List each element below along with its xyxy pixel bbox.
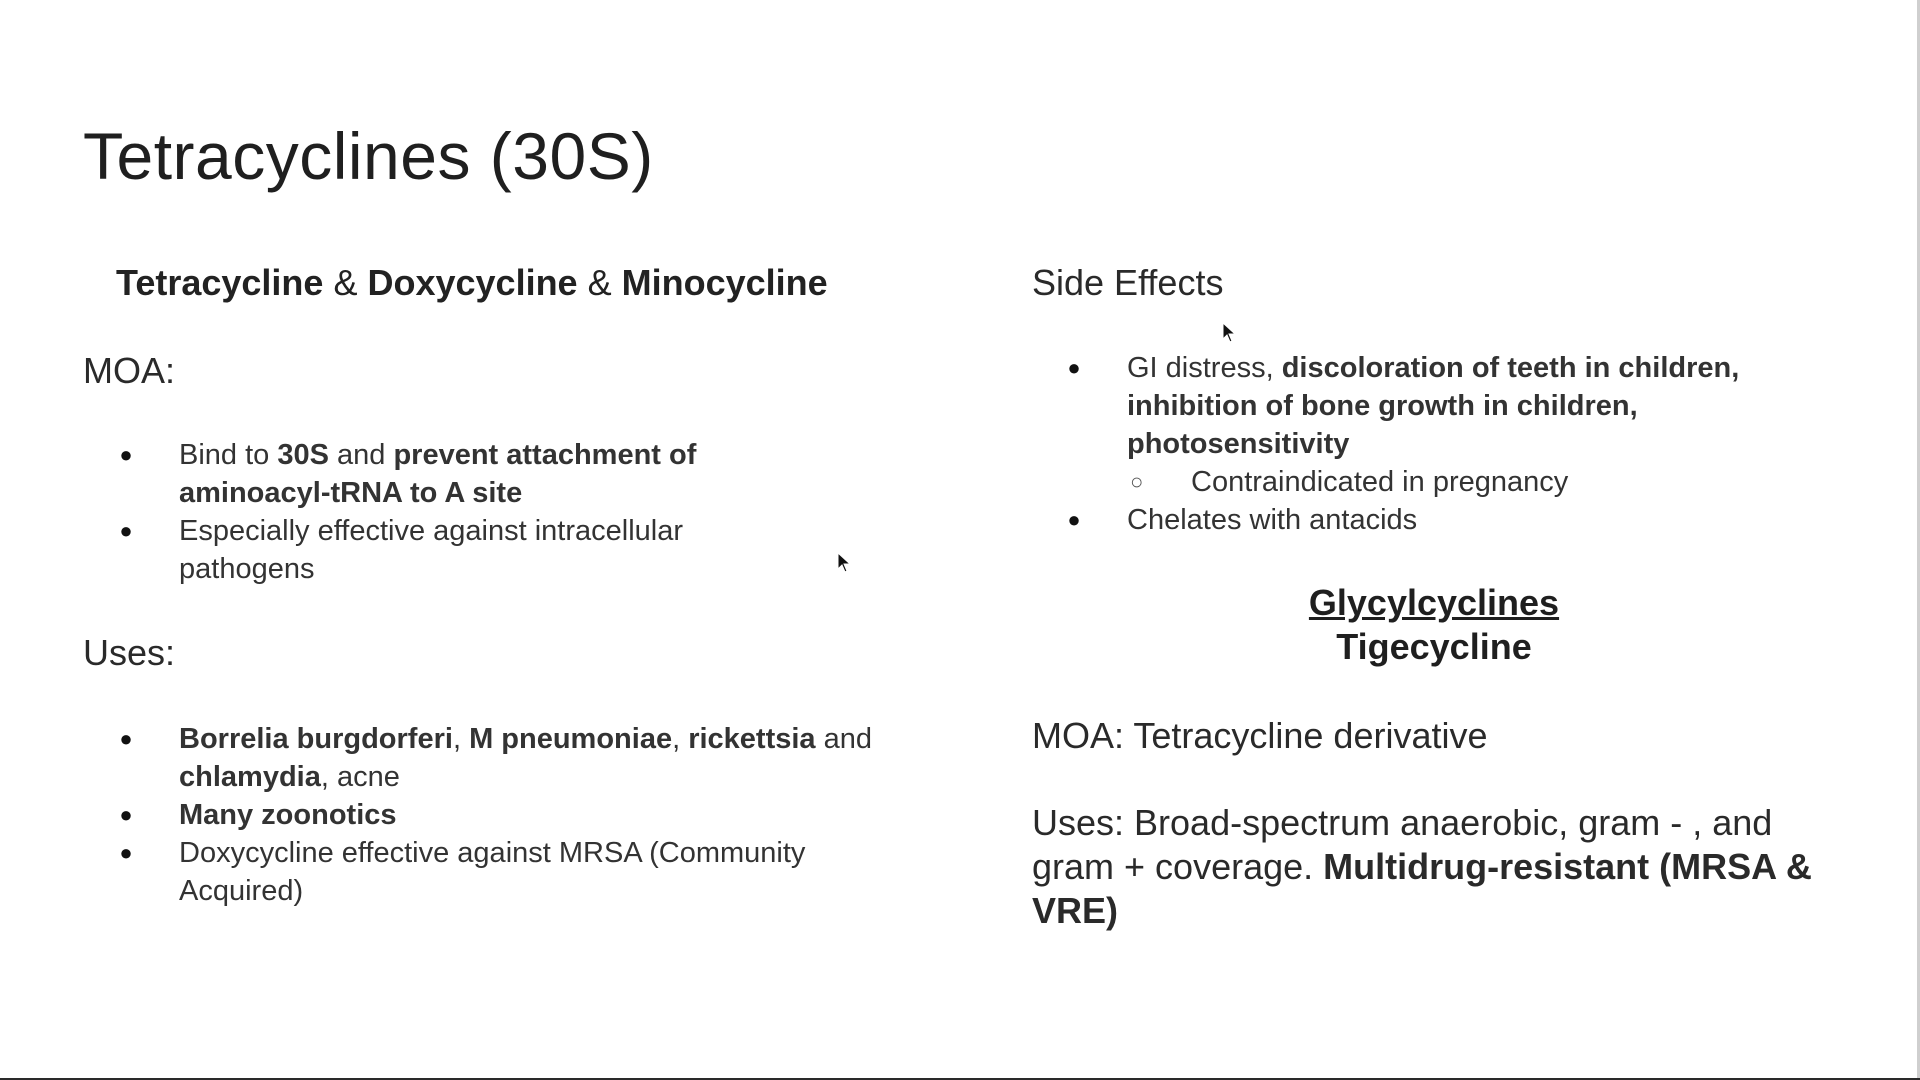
list-item: ● GI distress, discoloration of teeth in…: [1064, 349, 1824, 501]
drug-doxycycline: Doxycycline: [367, 262, 578, 303]
moa-label: MOA:: [83, 350, 176, 391]
glycylcyclines-heading: Glycylcyclines Tigecycline: [1030, 582, 1838, 668]
drug-separator: &: [323, 262, 368, 303]
bullet-icon: ●: [119, 840, 133, 865]
bullet-icon: ●: [1067, 507, 1081, 532]
list-item: ● Bind to 30S and prevent attachment of …: [116, 436, 776, 512]
drug-minocycline: Minocycline: [621, 262, 828, 303]
bottom-border: [0, 1078, 1920, 1080]
slide-title: Tetracyclines (30S): [83, 119, 654, 193]
bullet-icon: ●: [119, 442, 133, 467]
uses-item-text: Doxycycline effective against MRSA (Comm…: [179, 837, 806, 907]
drug-separator: &: [577, 262, 622, 303]
drug-names-header: Tetracycline & Doxycycline & Minocycline: [116, 262, 828, 304]
uses-item-text: Borrelia burgdorferi, M pneumoniae, rick…: [179, 723, 873, 793]
bullet-icon: ●: [1067, 355, 1081, 380]
tigecycline-title: Tigecycline: [1336, 626, 1532, 667]
side-effects-sublist: ○ Contraindicated in pregnancy: [1127, 463, 1824, 501]
moa-item-text: Bind to 30S and prevent attachment of am…: [179, 439, 697, 509]
side-effect-text: Chelates with antacids: [1127, 504, 1418, 536]
side-effects-label: Side Effects: [1032, 262, 1224, 303]
sub-item-text: Contraindicated in pregnancy: [1191, 466, 1569, 498]
moa-item-text: Especially effective against intracellul…: [179, 515, 684, 585]
list-item: ● Many zoonotics: [116, 796, 906, 834]
hollow-bullet-icon: ○: [1130, 469, 1144, 494]
glycylcyclines-title: Glycylcyclines: [1308, 582, 1560, 623]
uses-list: ● Borrelia burgdorferi, M pneumoniae, ri…: [116, 720, 906, 910]
sub-list-item: ○ Contraindicated in pregnancy: [1095, 463, 1824, 501]
uses-label: Uses:: [83, 632, 176, 673]
tigecycline-moa: MOA: Tetracycline derivative: [1032, 715, 1488, 756]
moa-list: ● Bind to 30S and prevent attachment of …: [116, 436, 776, 588]
list-item: ● Borrelia burgdorferi, M pneumoniae, ri…: [116, 720, 906, 796]
list-item: ● Doxycycline effective against MRSA (Co…: [116, 834, 906, 910]
bullet-icon: ●: [119, 726, 133, 751]
side-effect-text: GI distress, discoloration of teeth in c…: [1127, 352, 1740, 460]
uses-item-text: Many zoonotics: [179, 799, 397, 831]
bullet-icon: ●: [119, 802, 133, 827]
bullet-icon: ●: [119, 518, 133, 543]
list-item: ● Chelates with antacids: [1064, 501, 1824, 539]
window-edge: [1917, 0, 1920, 1078]
side-effects-list: ● GI distress, discoloration of teeth in…: [1064, 349, 1824, 539]
list-item: ● Especially effective against intracell…: [116, 512, 776, 588]
tigecycline-uses: Uses: Broad-spectrum anaerobic, gram - ,…: [1032, 802, 1812, 931]
drug-tetracycline: Tetracycline: [116, 262, 324, 303]
